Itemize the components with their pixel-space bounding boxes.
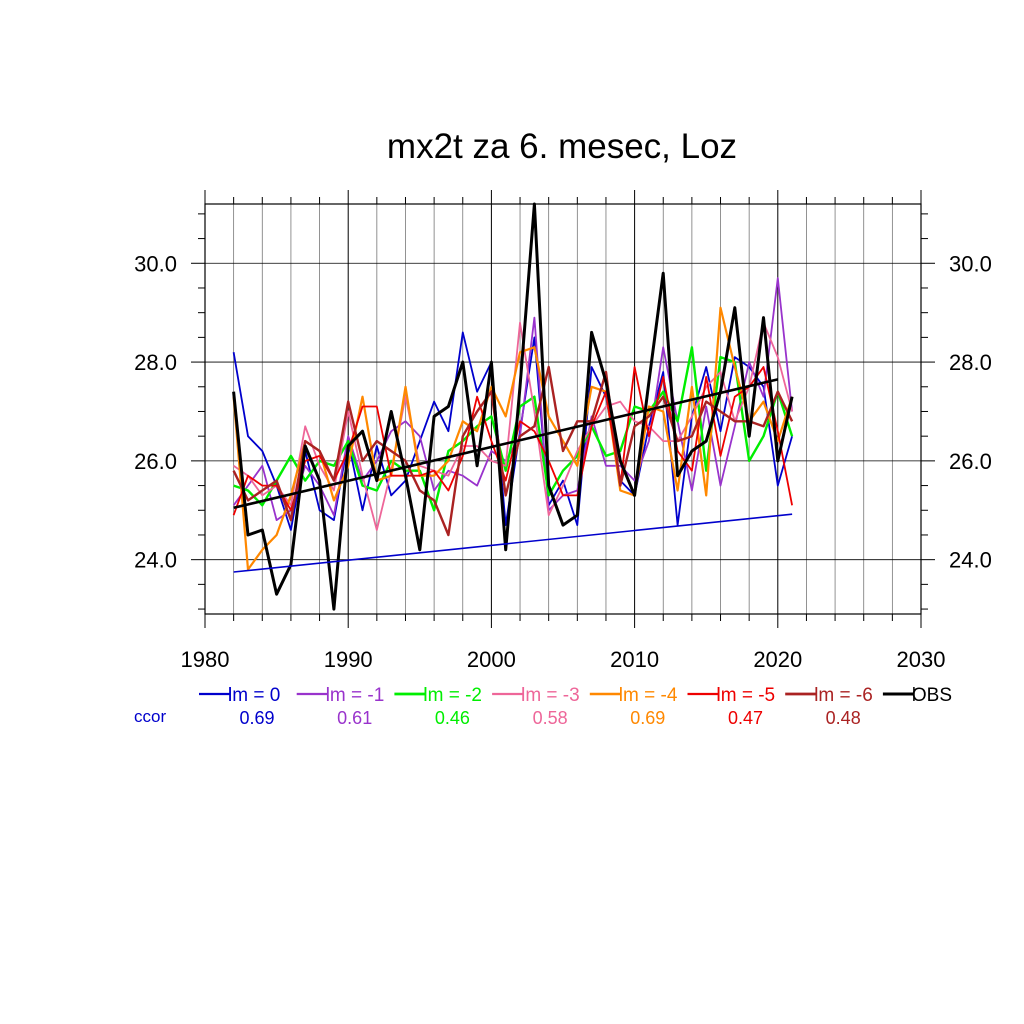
- x-tick-label: 1980: [181, 647, 230, 672]
- legend-entry-3: lm = -3: [521, 685, 580, 706]
- legend-entry-2: lm = -2: [423, 685, 482, 706]
- legend-ccor-value-1: 0.61: [337, 708, 372, 728]
- grid: [204, 204, 922, 614]
- trend-line-1: [233, 513, 793, 573]
- trend-line-0: [233, 378, 779, 510]
- x-tick-label: 2000: [467, 647, 516, 672]
- y-tick-label: 24.0: [134, 548, 177, 573]
- legend-entry-4: lm = -4: [619, 685, 678, 706]
- y-tick-label: 26.0: [134, 449, 177, 474]
- legend-entry-1: lm = -1: [326, 685, 385, 706]
- y-tick-label-right: 24.0: [949, 548, 992, 573]
- legend-ccor-value-6: 0.48: [826, 708, 861, 728]
- legend-entry-6: lm = -6: [814, 685, 873, 706]
- y-tick-label-right: 30.0: [949, 251, 992, 276]
- series-line-4: [232, 306, 794, 571]
- trend-layer: [233, 378, 793, 573]
- chart-title: mx2t za 6. mesec, Loz: [387, 127, 737, 166]
- axes: 1980 1990 2000 2010 2020 2030 24.0 24.0 26.0 26.0…: [134, 190, 992, 672]
- legend-ccor-value-3: 0.58: [533, 708, 568, 728]
- x-tick-label: 2020: [753, 647, 802, 672]
- y-tick-label: 30.0: [134, 251, 177, 276]
- x-tick-label: 2010: [610, 647, 659, 672]
- series-layer: [232, 202, 794, 611]
- legend-ccor-value-4: 0.69: [630, 708, 665, 728]
- legend-ccor-value-5: 0.47: [728, 708, 763, 728]
- legend-ccor-value-2: 0.46: [435, 708, 470, 728]
- legend-entry-7: OBS: [912, 685, 952, 706]
- y-tick-label: 28.0: [134, 350, 177, 375]
- y-tick-label-right: 26.0: [949, 449, 992, 474]
- legend-ccor-label: ccor: [134, 707, 166, 726]
- legend-entry-5: lm = -5: [717, 685, 776, 706]
- legend-ccor-value-0: 0.69: [239, 708, 274, 728]
- plot-frame: [204, 203, 922, 615]
- x-tick-label: 2030: [897, 647, 946, 672]
- x-tick-label: 1990: [324, 647, 373, 672]
- series-line-7: [232, 202, 794, 611]
- y-tick-label-right: 28.0: [949, 350, 992, 375]
- legend-entry-0: lm = 0: [228, 685, 280, 706]
